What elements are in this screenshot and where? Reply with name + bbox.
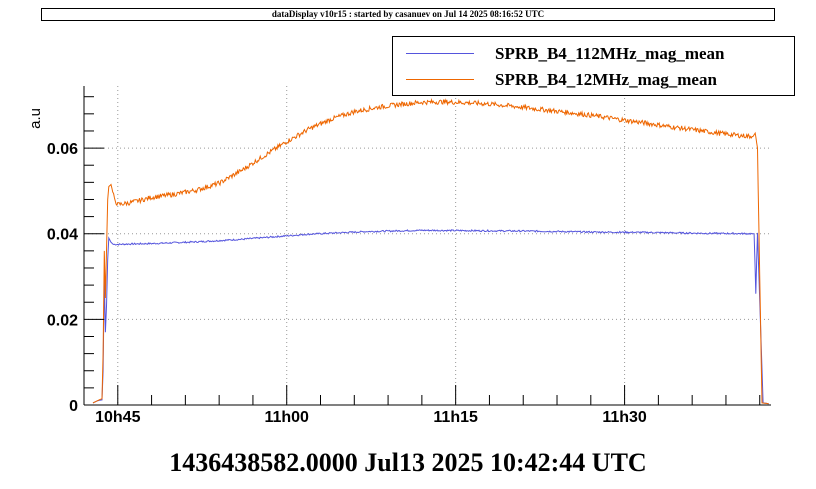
x-tick-label: 11h30 [602, 409, 647, 426]
legend: SPRB_B4_112MHz_mag_mean SPRB_B4_12MHz_ma… [392, 36, 795, 96]
x-tick-label: 11h00 [264, 409, 309, 426]
y-tick-label: 0 [69, 398, 78, 415]
x-tick-label: 11h15 [433, 409, 478, 426]
y-tick-label: 0.06 [47, 141, 78, 158]
grid-lines [84, 86, 771, 405]
x-axis-title: 1436438582.0000 Jul13 2025 10:42:44 UTC [169, 448, 647, 477]
tick-labels: 0 0.02 0.04 0.06 10h45 11h00 11h15 11h30 [47, 141, 647, 426]
x-tick-label: 10h45 [95, 409, 140, 426]
legend-entry-112mhz: SPRB_B4_112MHz_mag_mean [393, 41, 794, 67]
series-layer [92, 98, 769, 405]
tick-marks [83, 96, 761, 406]
y-tick-label: 0.04 [47, 227, 78, 244]
axes [83, 86, 771, 406]
canvas-title: dataDisplay v10r15 : started by casanuev… [41, 8, 775, 21]
legend-label-112mhz: SPRB_B4_112MHz_mag_mean [495, 44, 725, 63]
y-axis-label: a.u [27, 108, 44, 129]
legend-swatch-112mhz [406, 53, 474, 54]
legend-swatch-12mhz [406, 79, 474, 80]
legend-label-12mhz: SPRB_B4_12MHz_mag_mean [495, 70, 717, 89]
y-tick-label: 0.02 [47, 312, 78, 329]
series-line-0 [92, 229, 769, 405]
legend-entry-12mhz: SPRB_B4_12MHz_mag_mean [393, 67, 794, 93]
series-line-1 [92, 98, 769, 405]
